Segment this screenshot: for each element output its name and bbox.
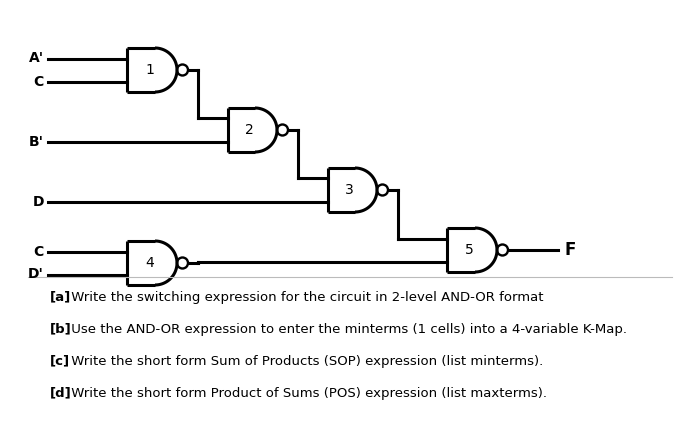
Text: 2: 2 <box>245 123 254 137</box>
Text: Use the AND-OR expression to enter the minterms (1 cells) into a 4-variable K-Ma: Use the AND-OR expression to enter the m… <box>67 323 627 335</box>
Text: A': A' <box>29 51 44 65</box>
Text: Write the short form Sum of Products (SOP) expression (list minterms).: Write the short form Sum of Products (SO… <box>67 354 543 368</box>
Text: C: C <box>34 244 44 258</box>
Text: [b]: [b] <box>50 323 71 335</box>
Text: [a]: [a] <box>50 291 71 303</box>
Text: Write the switching expression for the circuit in 2-level AND-OR format: Write the switching expression for the c… <box>67 291 544 303</box>
Text: 1: 1 <box>145 63 154 77</box>
Text: [d]: [d] <box>50 386 71 399</box>
Text: D: D <box>32 195 44 209</box>
Text: [c]: [c] <box>50 354 70 368</box>
Text: 5: 5 <box>465 243 474 257</box>
Text: Write the short form Product of Sums (POS) expression (list maxterms).: Write the short form Product of Sums (PO… <box>67 386 547 399</box>
Text: 3: 3 <box>345 183 354 197</box>
Text: C: C <box>34 74 44 88</box>
Text: 4: 4 <box>145 256 154 270</box>
Text: B': B' <box>29 134 44 148</box>
Text: F: F <box>564 241 575 259</box>
Text: D': D' <box>28 267 44 281</box>
